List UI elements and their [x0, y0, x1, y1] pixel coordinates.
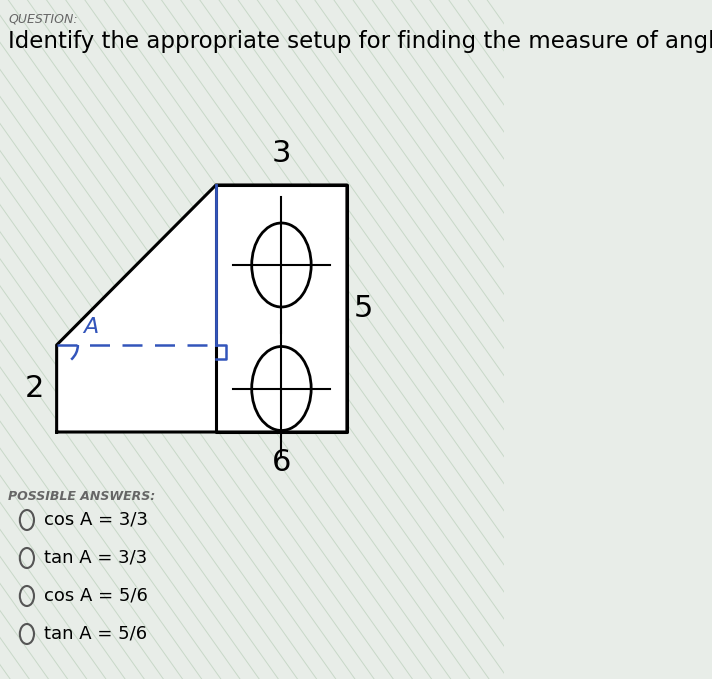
Text: A: A [83, 317, 98, 337]
Text: tan A = 5/6: tan A = 5/6 [44, 625, 147, 643]
Text: 5: 5 [354, 294, 373, 323]
Text: Identify the appropriate setup for finding the measure of angle A.: Identify the appropriate setup for findi… [9, 30, 712, 53]
Text: cos A = 5/6: cos A = 5/6 [44, 587, 148, 605]
Polygon shape [57, 185, 347, 432]
Text: 6: 6 [272, 448, 291, 477]
Text: 2: 2 [24, 374, 44, 403]
Text: 3: 3 [272, 139, 291, 168]
Text: tan A = 3/3: tan A = 3/3 [44, 549, 147, 567]
Circle shape [252, 346, 311, 430]
Text: QUESTION:: QUESTION: [9, 12, 78, 25]
Circle shape [252, 223, 311, 307]
Text: POSSIBLE ANSWERS:: POSSIBLE ANSWERS: [9, 490, 156, 503]
Text: cos A = 3/3: cos A = 3/3 [44, 511, 148, 529]
